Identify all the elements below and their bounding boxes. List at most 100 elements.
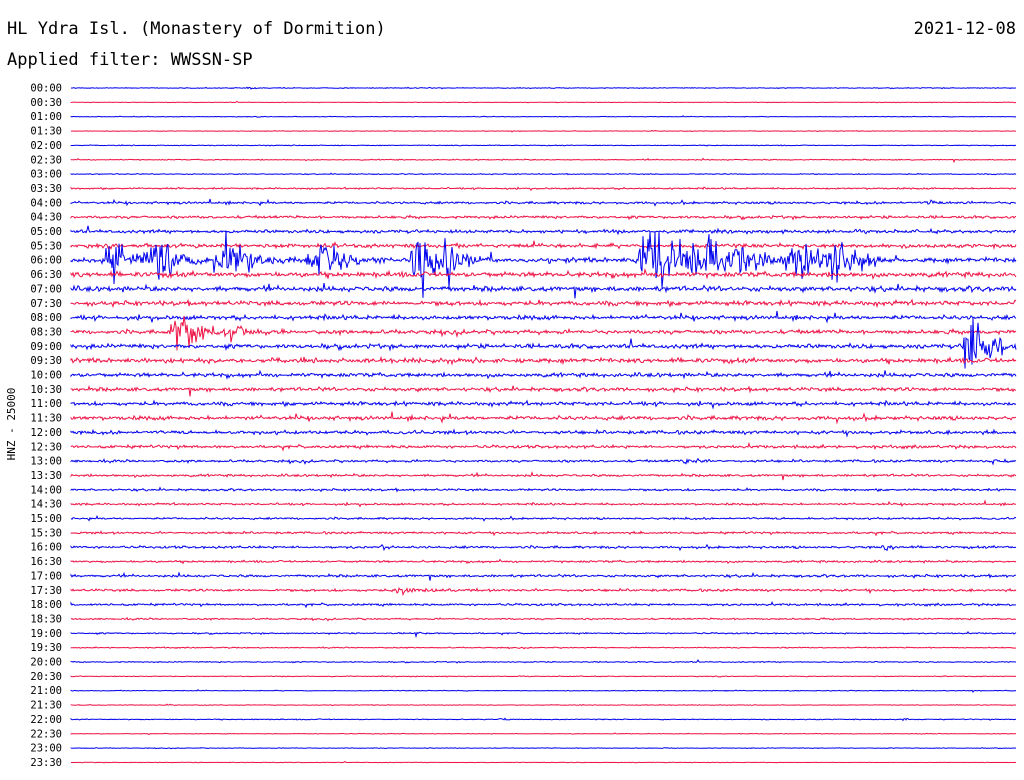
time-label: 02:30 [30, 154, 62, 166]
seismic-trace [70, 499, 1016, 508]
time-label: 20:00 [30, 657, 62, 669]
time-label: 17:00 [30, 570, 62, 582]
seismic-trace [70, 214, 1017, 221]
time-label: 11:00 [30, 398, 62, 410]
time-label: 09:30 [30, 355, 62, 367]
seismic-trace [70, 144, 1017, 147]
time-label: 04:30 [30, 212, 62, 224]
seismic-trace [70, 317, 1017, 369]
seismic-trace [70, 571, 1017, 581]
time-label: 21:30 [30, 700, 62, 712]
time-label: 01:30 [30, 126, 62, 138]
seismic-trace [70, 115, 1017, 118]
time-label: 10:00 [30, 370, 62, 382]
seismic-trace [70, 558, 1017, 565]
seismic-trace [70, 225, 1017, 236]
time-label: 19:30 [30, 642, 62, 654]
time-label: 15:30 [30, 527, 62, 539]
time-label: 13:30 [30, 470, 62, 482]
time-label: 08:30 [30, 326, 62, 338]
time-label: 16:30 [30, 556, 62, 568]
seismic-trace [70, 310, 1017, 324]
time-label: 20:30 [30, 671, 62, 683]
seismic-trace [70, 688, 1017, 693]
seismic-trace [70, 515, 1017, 522]
time-label: 15:00 [30, 513, 62, 525]
seismic-trace [70, 186, 1017, 192]
time-label: 22:00 [30, 714, 62, 726]
channel-label: HNZ - 25000 [5, 388, 18, 461]
time-label: 01:00 [30, 111, 62, 123]
time-label: 11:30 [30, 413, 62, 425]
time-label: 00:00 [30, 83, 62, 95]
time-label: 16:00 [30, 542, 62, 554]
seismic-trace [70, 230, 1017, 298]
time-label: 18:00 [30, 599, 62, 611]
seismic-trace [70, 703, 1017, 707]
seismic-trace [70, 172, 1017, 176]
seismic-trace [70, 355, 1017, 366]
seismic-trace [70, 601, 1016, 609]
seismic-trace [70, 471, 1017, 481]
seismic-trace [70, 616, 1017, 622]
seismic-trace [70, 100, 1017, 104]
time-label: 08:00 [30, 312, 62, 324]
seismic-trace [70, 283, 1017, 299]
time-label: 06:00 [30, 255, 62, 267]
time-label: 22:30 [30, 728, 62, 740]
seismic-trace [70, 315, 1017, 351]
seismic-trace [70, 298, 1017, 309]
time-label: 02:00 [30, 140, 62, 152]
seismic-trace [70, 732, 1017, 736]
time-label: 12:30 [30, 441, 62, 453]
time-label: 23:00 [30, 743, 62, 755]
time-label: 21:00 [30, 685, 62, 697]
seismic-trace [70, 198, 1017, 207]
seismic-trace [70, 530, 1017, 537]
seismic-trace [70, 631, 1017, 639]
seismic-trace [70, 384, 1016, 397]
seismic-trace [70, 659, 1017, 664]
seismic-trace [70, 411, 1017, 425]
seismic-trace [70, 240, 1017, 250]
time-label: 13:00 [30, 456, 62, 468]
seismic-trace [70, 86, 1017, 90]
seismic-trace [70, 428, 1017, 438]
seismic-trace [70, 457, 1017, 466]
time-label: 14:00 [30, 484, 62, 496]
filter-label: Applied filter: WWSSN-SP [7, 50, 253, 70]
time-label: 04:00 [30, 197, 62, 209]
time-label: 05:00 [30, 226, 62, 238]
seismic-trace [70, 587, 1017, 597]
time-label: 00:30 [30, 97, 62, 109]
time-label: 12:00 [30, 427, 62, 439]
time-label: 03:00 [30, 169, 62, 181]
time-label: 17:30 [30, 585, 62, 597]
seismic-trace [71, 129, 1017, 133]
seismic-trace [70, 675, 1017, 678]
seismic-trace [70, 543, 1017, 552]
seismic-trace [70, 399, 1017, 410]
seismic-trace [70, 760, 1017, 764]
seismic-trace [70, 441, 1017, 452]
seismic-trace [70, 267, 1017, 280]
seismic-trace [70, 486, 1017, 493]
record-date: 2021-12-08 [913, 19, 1016, 39]
seismic-trace [70, 717, 1017, 722]
seismic-trace [70, 157, 1017, 164]
time-label: 03:30 [30, 183, 62, 195]
time-label: 07:30 [30, 298, 62, 310]
time-label: 18:30 [30, 613, 62, 625]
time-label-group: 00:00 00:30 01:00 01:30 02:00 02:30 03:00 03:30… [30, 83, 62, 769]
time-label: 07:00 [30, 283, 62, 295]
time-label: 06:30 [30, 269, 62, 281]
station-title: HL Ydra Isl. (Monastery of Dormition) [7, 19, 386, 39]
time-label: 05:30 [30, 240, 62, 252]
trace-group [70, 86, 1017, 764]
time-label: 23:30 [30, 757, 62, 769]
seismic-trace [70, 369, 1017, 380]
seismic-trace [70, 747, 1017, 750]
time-label: 10:30 [30, 384, 62, 396]
time-label: 14:30 [30, 499, 62, 511]
